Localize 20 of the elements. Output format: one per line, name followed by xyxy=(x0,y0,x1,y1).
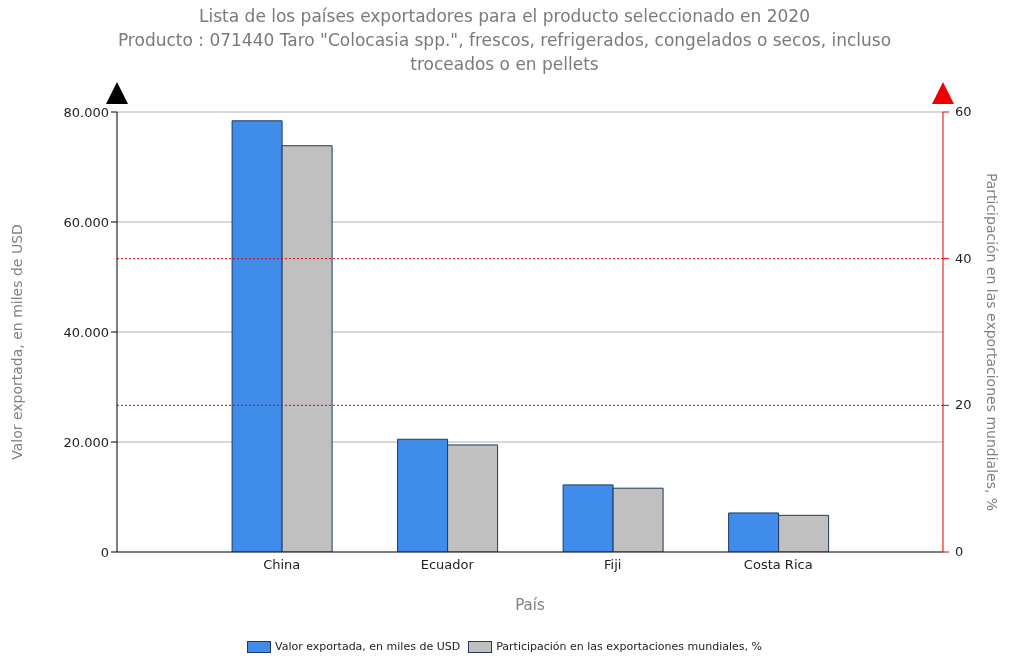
y2-tick-label: 20 xyxy=(955,397,972,413)
y2-tick-label: 40 xyxy=(955,250,972,266)
y2-axis-title: Participación en las exportaciones mundiales, % xyxy=(984,172,1000,512)
x-tick-label: Ecuador xyxy=(420,557,475,573)
chart-subtitle: Producto : 071440 Taro "Colocasia spp.", frescos, refrigerados, congelados o secos, incluso troceados o en pellets xyxy=(116,29,893,76)
chart-title: Lista de los países exportadores para el producto seleccionado en 2020 xyxy=(198,5,811,28)
x-tick-label: Costa Rica xyxy=(743,557,813,573)
y-tick-label: 40.000 xyxy=(63,324,109,340)
legend-label: Valor exportada, en miles de USD xyxy=(275,640,461,653)
legend-label: Participación en las exportaciones mundiales, % xyxy=(496,640,762,653)
x-tick-label: Fiji xyxy=(604,557,622,573)
y-tick-label: 60.000 xyxy=(63,214,109,230)
y-axis-title: Valor exportada, en miles de USD xyxy=(9,224,25,460)
x-tick-label: China xyxy=(263,557,301,573)
y-tick-label: 0 xyxy=(100,544,109,560)
y2-tick-label: 60 xyxy=(955,104,972,119)
x-axis-title: País xyxy=(515,596,545,614)
y2-tick-label: 0 xyxy=(955,544,964,559)
y-tick-label: 20.000 xyxy=(63,434,109,450)
y-tick-label: 80.000 xyxy=(63,104,109,120)
